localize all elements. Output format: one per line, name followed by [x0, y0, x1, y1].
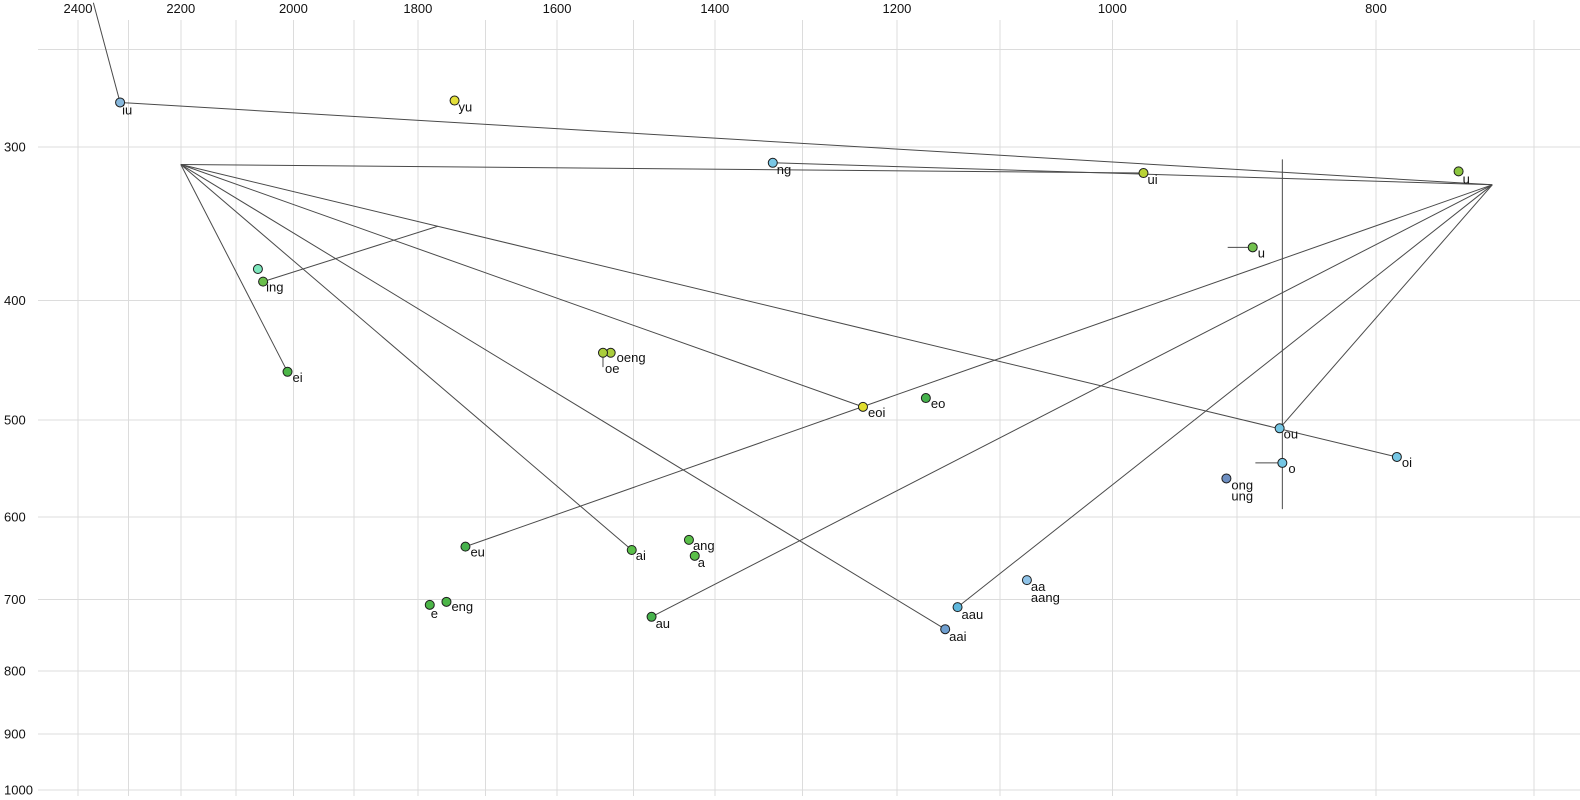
point-label-yu: yu [459, 100, 473, 115]
y-axis-tick-700: 700 [4, 592, 26, 607]
data-point-eoi[interactable] [857, 401, 868, 412]
data-point-aai[interactable] [940, 624, 951, 635]
point-label-o: o [1288, 461, 1295, 476]
x-axis-tick-1000: 1000 [1098, 1, 1127, 16]
data-point-aa[interactable] [1021, 575, 1032, 586]
y-axis-tick-600: 600 [4, 510, 26, 525]
point-label-ng: ng [777, 162, 791, 177]
point-label-aa: aa [1031, 579, 1046, 594]
segment-aau-to-u [957, 184, 1493, 608]
segment-ng-to-u [772, 162, 1493, 186]
x-axis-tick-1600: 1600 [543, 1, 572, 16]
y-axis-tick-900: 900 [4, 726, 26, 741]
data-point-ei[interactable] [282, 366, 293, 377]
point-label-ai: ai [636, 548, 646, 563]
point-label-e: e [431, 606, 438, 621]
data-point-aau[interactable] [952, 602, 963, 613]
point-label-ui: ui [1147, 172, 1157, 187]
data-point-eng[interactable] [441, 596, 452, 607]
x-axis-tick-2200: 2200 [166, 1, 195, 16]
y-axis-tick-800: 800 [4, 663, 26, 678]
data-point-ing[interactable] [258, 276, 269, 287]
point-label-iu: iu [122, 102, 132, 117]
data-point-e[interactable] [424, 599, 435, 610]
point-label-eu: eu [470, 545, 484, 560]
segment-ou-to-u [1279, 184, 1493, 429]
point-label-a: a [698, 555, 706, 570]
segment-eoi-to-i [180, 164, 864, 408]
point-label-eoi: eoi [868, 405, 885, 420]
data-point-ui[interactable] [1138, 168, 1149, 179]
point-label-ei: ei [293, 370, 303, 385]
y-axis-tick-500: 500 [4, 412, 26, 427]
segment-iu-to-u [120, 101, 1493, 186]
data-point-iu[interactable] [115, 97, 126, 108]
point-label-ing: ing [266, 280, 283, 295]
data-point-o[interactable] [1277, 457, 1288, 468]
y-axis-tick-300: 300 [4, 140, 26, 155]
data-point-ai[interactable] [626, 545, 637, 556]
x-axis-tick-2000: 2000 [279, 1, 308, 16]
point-label-ang: ang [693, 538, 715, 553]
segment-au-to-u [651, 184, 1493, 618]
point-label-u2: u [1258, 245, 1265, 260]
data-point-eu[interactable] [460, 541, 471, 552]
segment-eu-to-u [465, 184, 1493, 548]
x-axis-tick-1200: 1200 [882, 1, 911, 16]
data-point-ing-hi[interactable] [252, 264, 263, 275]
point-label-eo: eo [931, 396, 945, 411]
data-point-eo[interactable] [920, 393, 931, 404]
point-label-aau: aau [962, 607, 984, 622]
point-label2-ong: ung [1231, 488, 1253, 503]
data-point-au[interactable] [646, 611, 657, 622]
data-point-u2[interactable] [1247, 242, 1258, 253]
data-point-u[interactable] [1453, 166, 1464, 177]
data-point-ng[interactable] [767, 157, 778, 168]
point-label-ong: ong [1231, 477, 1253, 492]
segment-edge-to-iu [92, 2, 121, 103]
point-label-oe: oe [605, 361, 619, 376]
point-label-oi: oi [1402, 455, 1412, 470]
point-label-aai: aai [949, 629, 966, 644]
data-point-oe[interactable] [597, 347, 608, 358]
point-label2-aa: aang [1031, 590, 1060, 605]
data-point-ang[interactable] [683, 534, 694, 545]
segment-ing-glide [262, 225, 438, 283]
y-axis-tick-400: 400 [4, 293, 26, 308]
point-label-eng: eng [451, 599, 473, 614]
data-point-yu[interactable] [449, 95, 460, 106]
segment-aai-to-i [180, 164, 946, 630]
point-label-u: u [1463, 171, 1470, 186]
data-point-oi[interactable] [1391, 451, 1402, 462]
x-axis-tick-1800: 1800 [403, 1, 432, 16]
x-axis-tick-1400: 1400 [700, 1, 729, 16]
data-point-ong[interactable] [1221, 473, 1232, 484]
x-axis-tick-800: 800 [1365, 1, 1387, 16]
segment-ei-to-i [180, 164, 288, 373]
segment-ai-to-i [180, 164, 633, 551]
point-label-ou: ou [1284, 426, 1298, 441]
x-axis-tick-2400: 2400 [64, 1, 93, 16]
data-point-a[interactable] [689, 550, 700, 561]
data-point-ou[interactable] [1274, 423, 1285, 434]
y-axis-tick-1000: 1000 [4, 783, 33, 798]
segment-oi-to-i [180, 164, 1397, 458]
point-label-au: au [656, 616, 670, 631]
segment-ui-to-i [180, 164, 1144, 174]
point-label-oeng: oeng [617, 350, 646, 365]
